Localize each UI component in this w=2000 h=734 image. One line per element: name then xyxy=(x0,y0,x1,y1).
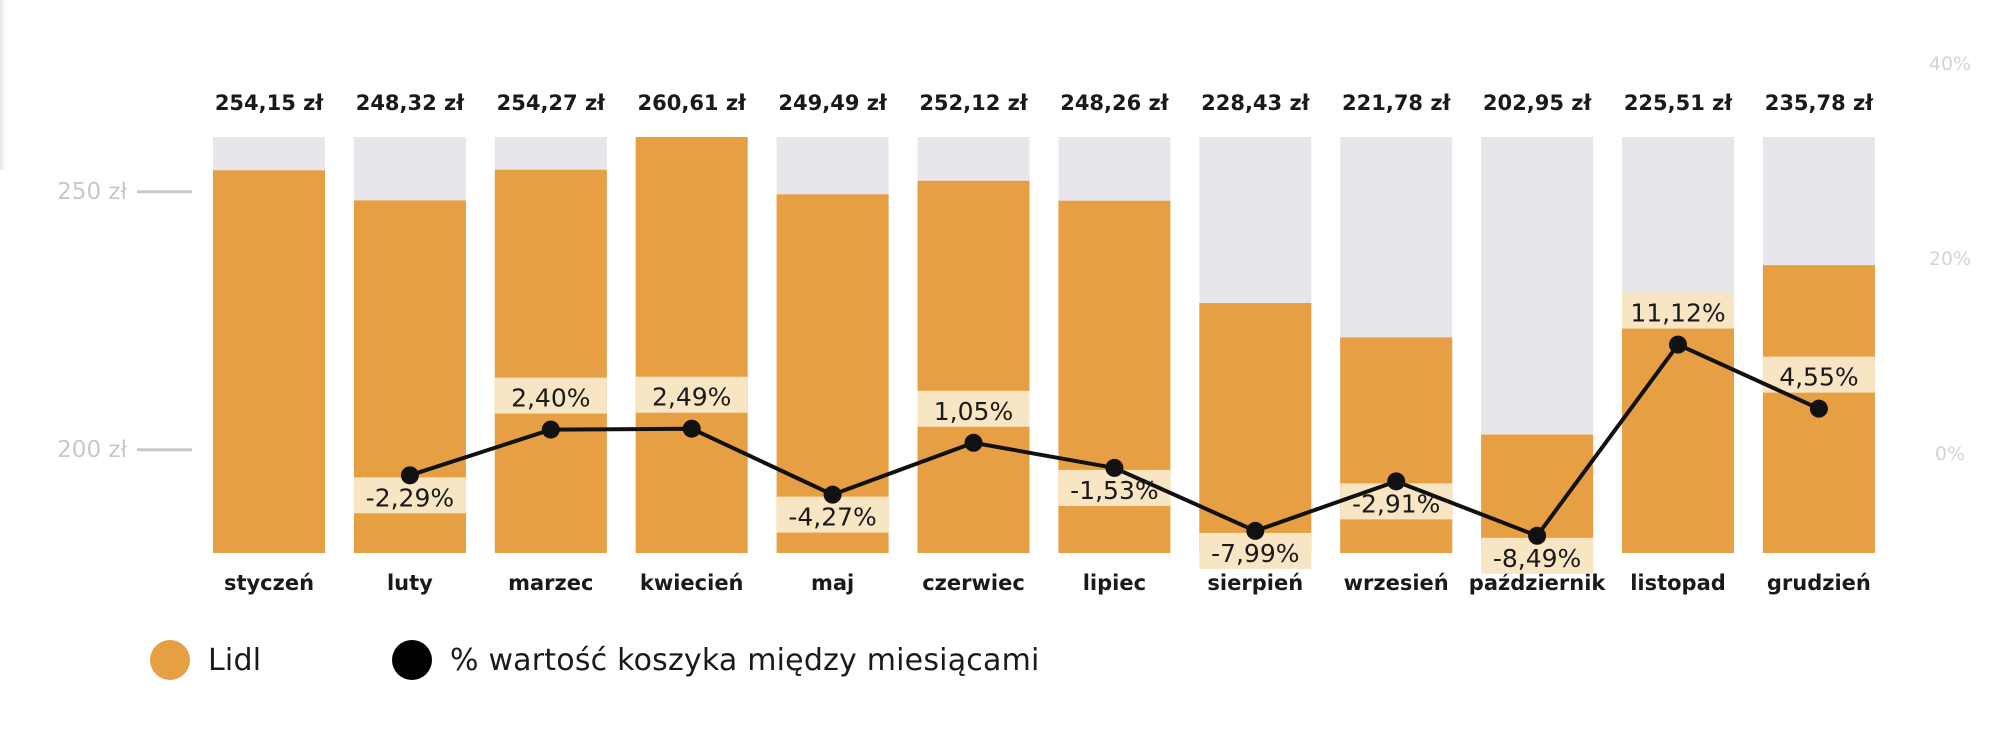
bar-value-label: 252,12 zł xyxy=(919,91,1029,115)
month-label: wrzesień xyxy=(1344,571,1449,595)
percent-change-point xyxy=(1669,335,1687,354)
percent-change-point xyxy=(1246,521,1265,540)
legend-item-line: % wartość koszyka między miesiącami xyxy=(392,640,1040,680)
bar-value-label: 248,32 zł xyxy=(356,91,466,115)
percent-change-label: -1,53% xyxy=(1070,476,1158,505)
percent-label-bg xyxy=(1762,356,1875,393)
legend-item-bars: Lidl xyxy=(150,640,261,680)
percent-change-label: -8,49% xyxy=(1493,544,1581,573)
percent-change-point xyxy=(541,420,560,439)
legend-swatch-bars xyxy=(150,640,190,680)
bar-value-label: 254,15 zł xyxy=(215,91,325,115)
bar xyxy=(1622,318,1734,553)
left-axis-label: 250 zł xyxy=(57,179,127,205)
percent-change-point xyxy=(682,419,701,438)
percent-change-point xyxy=(1105,458,1124,477)
percent-change-point xyxy=(400,466,419,485)
percent-change-label: -2,29% xyxy=(366,483,454,512)
percent-label-bg xyxy=(917,390,1030,427)
bar-value-label: 248,26 zł xyxy=(1060,91,1170,115)
month-label: czerwiec xyxy=(922,571,1025,595)
bar xyxy=(1340,337,1453,553)
percent-change-label: 11,12% xyxy=(1630,299,1725,328)
bar-value-label: 225,51 zł xyxy=(1624,91,1734,115)
percent-label-bg xyxy=(635,376,748,413)
window-edge-shadow xyxy=(0,0,6,170)
percent-change-point xyxy=(823,485,842,504)
right-axis-label: 40% xyxy=(1929,53,1971,75)
percent-change-label: -4,27% xyxy=(788,503,876,532)
bar xyxy=(917,180,1030,554)
month-label: styczeń xyxy=(224,571,314,595)
bar xyxy=(635,137,748,553)
bar xyxy=(213,170,325,553)
percent-change-label: 1,05% xyxy=(934,397,1013,426)
month-label: listopad xyxy=(1630,571,1726,595)
percent-change-label: 2,40% xyxy=(511,384,590,413)
right-axis-label: 20% xyxy=(1929,248,1971,270)
month-label: kwiecień xyxy=(640,571,744,595)
legend-label-line: % wartość koszyka między miesiącami xyxy=(450,642,1040,678)
bar-value-label: 202,95 zł xyxy=(1483,91,1593,115)
right-axis-label: 0% xyxy=(1935,443,1965,465)
percent-change-point xyxy=(1528,526,1547,545)
percent-change-label: 2,49% xyxy=(652,383,731,412)
legend-label-bars: Lidl xyxy=(208,642,262,678)
month-label: sierpień xyxy=(1207,571,1303,595)
percent-change-point xyxy=(1387,472,1406,491)
bar-value-label: 260,61 zł xyxy=(638,91,748,115)
bar xyxy=(1199,303,1312,553)
bar-value-label: 254,27 zł xyxy=(497,91,607,115)
month-label: luty xyxy=(387,571,433,595)
percent-label-bg xyxy=(494,377,607,414)
percent-change-label: 4,55% xyxy=(1779,363,1858,392)
month-label: październik xyxy=(1469,571,1607,595)
month-label: lipiec xyxy=(1083,571,1146,595)
legend: Lidl % wartość koszyka między miesiącami xyxy=(0,640,2000,700)
left-axis-label: 200 zł xyxy=(57,437,127,463)
percent-change-label: -7,99% xyxy=(1211,539,1299,568)
bar xyxy=(494,169,607,554)
month-label: marzec xyxy=(508,571,593,595)
percent-change-point xyxy=(964,433,983,452)
month-label: grudzień xyxy=(1767,571,1871,595)
percent-label-bg xyxy=(1622,292,1734,329)
percent-change-point xyxy=(1809,399,1828,418)
month-label: maj xyxy=(811,571,854,595)
bar-value-label: 235,78 zł xyxy=(1765,91,1875,115)
percent-change-label: -2,91% xyxy=(1352,489,1440,518)
bar-value-label: 228,43 zł xyxy=(1201,91,1311,115)
bar-value-label: 249,49 zł xyxy=(778,91,888,115)
legend-swatch-line xyxy=(392,640,432,680)
bar-value-label: 221,78 zł xyxy=(1342,91,1452,115)
